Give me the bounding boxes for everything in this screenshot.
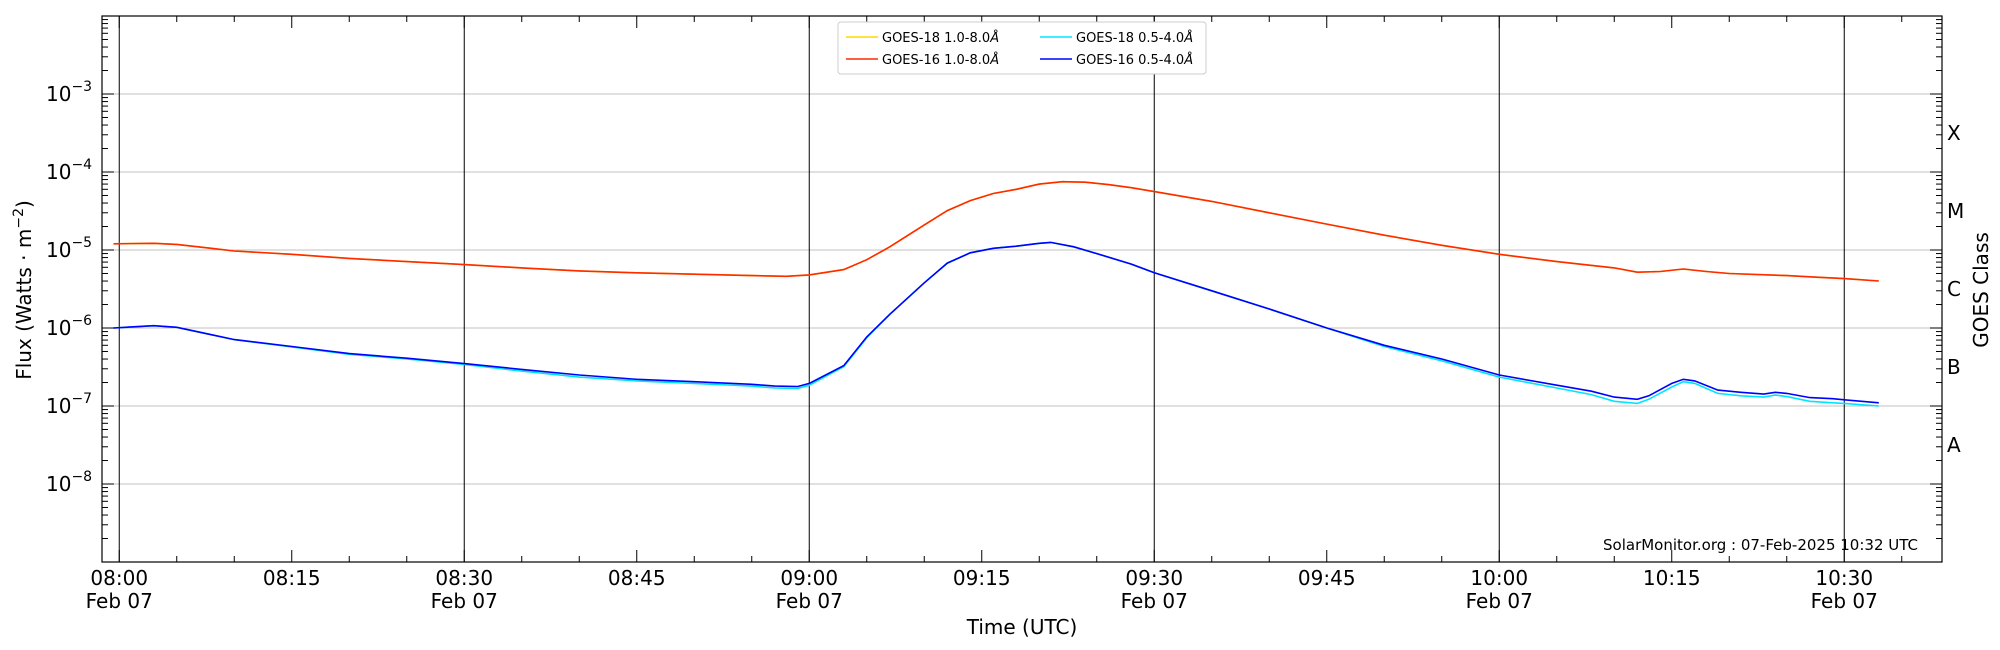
- y-tick-label-exponent: −6: [71, 313, 92, 329]
- credit-text: SolarMonitor.org : 07-Feb-2025 10:32 UTC: [1603, 536, 1918, 554]
- goes-class-m: M: [1947, 199, 1964, 223]
- x-tick-label-time: 09:00: [780, 566, 838, 590]
- legend-label: GOES-18 0.5-4.0Å: [1076, 30, 1193, 46]
- x-tick-label-time: 09:30: [1125, 566, 1183, 590]
- x-tick-label-time: 10:15: [1643, 566, 1701, 590]
- x-tick-label-date: Feb 07: [86, 589, 153, 613]
- x-tick-label-date: Feb 07: [431, 589, 498, 613]
- x-tick-label-time: 08:00: [90, 566, 148, 590]
- legend-label-name: GOES-16 1.0-8.0: [882, 53, 990, 68]
- x-tick-label-time: 08:15: [263, 566, 321, 590]
- grid-layer: [102, 93, 1942, 485]
- y-tick-label: 10−3: [46, 79, 92, 106]
- goes-class-a: A: [1947, 433, 1961, 457]
- x-tick-label-time: 09:45: [1298, 566, 1356, 590]
- x-tick-label-time: 10:00: [1470, 566, 1528, 590]
- y-tick-label: 10−5: [46, 235, 92, 262]
- series-layer: [113, 180, 1879, 407]
- y-tick-label: 10−6: [46, 313, 92, 340]
- series-line: [113, 180, 1879, 282]
- x-tick-label-time: 09:15: [953, 566, 1011, 590]
- y-tick-label: 10−8: [46, 469, 92, 496]
- y-tick-label-exponent: −4: [71, 157, 92, 173]
- legend-label: GOES-18 1.0-8.0Å: [882, 30, 999, 46]
- goes-class-b: B: [1947, 355, 1961, 379]
- x-tick-label-date: Feb 07: [1466, 589, 1533, 613]
- legend-label-unit: Å: [989, 52, 999, 68]
- x-tick-label-date: Feb 07: [1121, 589, 1188, 613]
- y-tick-labels: 10−310−410−510−610−710−8: [46, 79, 92, 496]
- legend-label-unit: Å: [1183, 52, 1193, 68]
- legend-label-name: GOES-16 0.5-4.0: [1076, 53, 1184, 68]
- y-axis-title: Flux (Watts · m−2): [11, 200, 36, 380]
- legend-box: [837, 21, 1207, 75]
- goes-class-x: X: [1947, 121, 1961, 145]
- y-tick-label-exponent: −8: [71, 469, 92, 485]
- y-axis-title-close: ): [12, 200, 36, 208]
- series-line: [113, 241, 1879, 407]
- y-tick-label: 10−4: [46, 157, 92, 184]
- y-tick-label-exponent: −7: [71, 391, 92, 407]
- x-tick-label-date: Feb 07: [1811, 589, 1878, 613]
- x-tick-label-time: 10:30: [1815, 566, 1873, 590]
- legend-label-name: GOES-18 1.0-8.0: [882, 31, 990, 46]
- y-tick-label-base: 10: [46, 238, 71, 262]
- goes-class-labels: X M C B A: [1947, 121, 1964, 457]
- legend-label-name: GOES-18 0.5-4.0: [1076, 31, 1184, 46]
- y-tick-label-base: 10: [46, 394, 71, 418]
- goes-class-c: C: [1947, 277, 1961, 301]
- y-tick-label-base: 10: [46, 160, 71, 184]
- legend-label: GOES-16 0.5-4.0Å: [1076, 52, 1193, 68]
- legend-label-unit: Å: [989, 30, 999, 46]
- x-tick-label-date: Feb 07: [776, 589, 843, 613]
- series-line: [113, 180, 1879, 282]
- series-line: [113, 241, 1879, 404]
- y-axis-title-superscript: −2: [11, 208, 27, 229]
- tick-layer: [102, 16, 1942, 563]
- y-tick-label-exponent: −3: [71, 79, 92, 95]
- y-tick-label-exponent: −5: [71, 235, 92, 251]
- goes-class-axis-title: GOES Class: [1969, 232, 1993, 348]
- x-tick-label-time: 08:30: [435, 566, 493, 590]
- y-tick-label-base: 10: [46, 472, 71, 496]
- x-tick-label-time: 08:45: [608, 566, 666, 590]
- x-axis-title: Time (UTC): [966, 615, 1078, 639]
- legend-label-unit: Å: [1183, 30, 1193, 46]
- y-axis-title-main: Flux (Watts · m: [12, 229, 36, 380]
- y-tick-label-base: 10: [46, 316, 71, 340]
- y-tick-label: 10−7: [46, 391, 92, 418]
- y-tick-label-base: 10: [46, 82, 71, 106]
- plot-frame: [101, 15, 1943, 563]
- legend-label: GOES-16 1.0-8.0Å: [882, 52, 999, 68]
- vertical-lines: [118, 16, 1845, 562]
